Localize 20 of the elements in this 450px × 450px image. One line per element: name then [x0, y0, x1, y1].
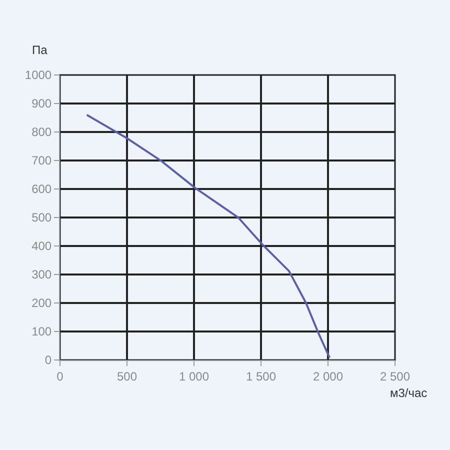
x-tick-label: 1 000	[178, 369, 210, 384]
y-tick-label: 200	[32, 296, 52, 310]
y-tick-label: 1000	[24, 68, 52, 82]
y-tick-label: 400	[32, 239, 52, 254]
line-series	[86, 114, 331, 359]
x-axis-title: м3/час	[390, 386, 428, 400]
x-tick-label: 2 000	[312, 369, 344, 384]
x-tick-label: 1 500	[246, 369, 276, 384]
x-tick-label: 0	[56, 369, 64, 384]
y-tick-label: 900	[32, 96, 52, 111]
y-tick-label: 500	[32, 210, 52, 225]
y-tick-label: 100	[32, 324, 52, 339]
y-tick-label: 300	[32, 268, 52, 282]
x-tick-label: 500	[116, 369, 138, 384]
x-tick-label: 2 500	[380, 369, 410, 384]
y-tick-label: 600	[32, 182, 52, 196]
y-tick-label: 700	[32, 154, 52, 168]
y-tick-label: 0	[44, 353, 52, 368]
y-tick-label: 800	[32, 125, 52, 140]
y-axis-title: Па	[32, 43, 48, 57]
